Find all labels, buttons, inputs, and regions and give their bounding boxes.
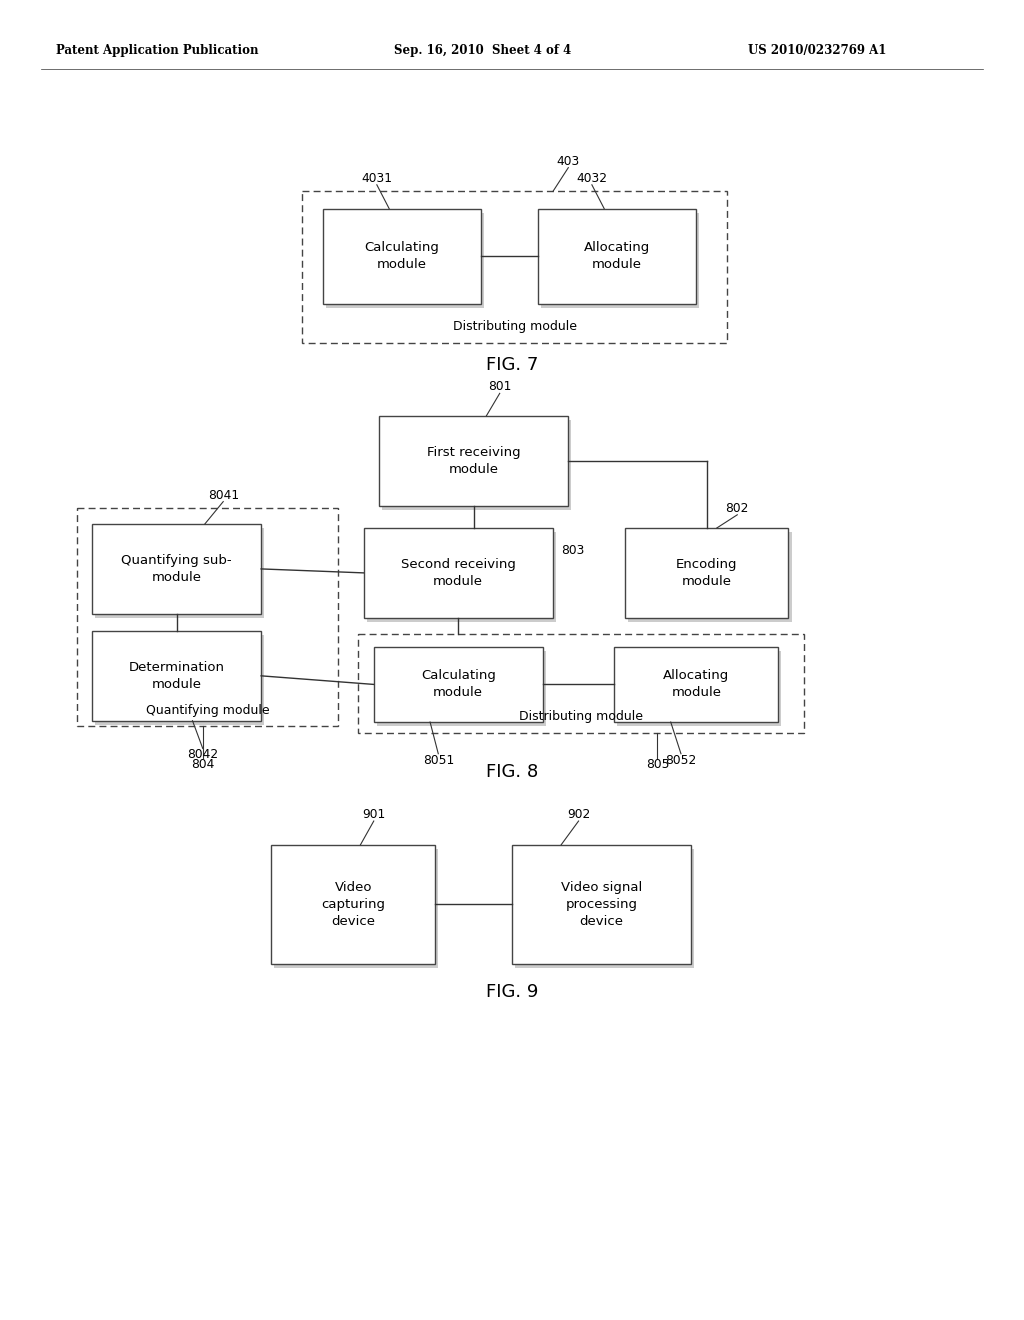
Bar bbox=[377, 651, 546, 726]
Text: Allocating
module: Allocating module bbox=[584, 242, 650, 271]
Text: Distributing module: Distributing module bbox=[453, 319, 577, 333]
Text: 8051: 8051 bbox=[423, 754, 454, 767]
Bar bbox=[614, 647, 778, 722]
Text: 403: 403 bbox=[557, 154, 580, 168]
Bar bbox=[374, 647, 543, 722]
Bar bbox=[538, 209, 696, 304]
Text: Calculating
module: Calculating module bbox=[421, 669, 496, 700]
Bar bbox=[367, 532, 556, 622]
Text: Calculating
module: Calculating module bbox=[365, 242, 439, 271]
Bar bbox=[541, 213, 699, 308]
Text: US 2010/0232769 A1: US 2010/0232769 A1 bbox=[748, 44, 886, 57]
Bar bbox=[512, 845, 691, 964]
Bar bbox=[364, 528, 553, 618]
Bar bbox=[628, 532, 792, 622]
Bar bbox=[617, 651, 781, 726]
Bar bbox=[358, 634, 804, 733]
Text: Second receiving
module: Second receiving module bbox=[400, 558, 516, 587]
Text: Video signal
processing
device: Video signal processing device bbox=[561, 880, 642, 928]
Bar bbox=[625, 528, 788, 618]
Bar bbox=[95, 635, 264, 725]
Bar bbox=[302, 191, 727, 343]
Text: Determination
module: Determination module bbox=[129, 661, 224, 690]
Text: 801: 801 bbox=[488, 380, 511, 393]
Text: 8042: 8042 bbox=[187, 748, 218, 762]
Text: Allocating
module: Allocating module bbox=[664, 669, 729, 700]
Text: 902: 902 bbox=[567, 808, 590, 821]
Bar bbox=[379, 416, 568, 506]
Text: 802: 802 bbox=[726, 502, 749, 515]
Text: FIG. 9: FIG. 9 bbox=[485, 983, 539, 1002]
Bar bbox=[92, 524, 261, 614]
Bar bbox=[515, 849, 694, 968]
Bar bbox=[77, 508, 338, 726]
Text: Quantifying sub-
module: Quantifying sub- module bbox=[121, 554, 232, 583]
Text: Encoding
module: Encoding module bbox=[676, 558, 737, 587]
Text: Patent Application Publication: Patent Application Publication bbox=[56, 44, 259, 57]
Bar bbox=[271, 845, 435, 964]
Text: FIG. 8: FIG. 8 bbox=[485, 763, 539, 781]
Text: 804: 804 bbox=[191, 758, 214, 771]
Text: 8052: 8052 bbox=[666, 754, 696, 767]
Text: FIG. 7: FIG. 7 bbox=[485, 356, 539, 375]
Text: Distributing module: Distributing module bbox=[519, 710, 643, 723]
Text: 805: 805 bbox=[646, 758, 669, 771]
Text: Quantifying module: Quantifying module bbox=[145, 704, 269, 717]
Text: 901: 901 bbox=[362, 808, 385, 821]
Bar bbox=[326, 213, 484, 308]
Text: 4031: 4031 bbox=[361, 172, 392, 185]
Bar bbox=[274, 849, 438, 968]
Text: 803: 803 bbox=[561, 544, 585, 557]
Text: Video
capturing
device: Video capturing device bbox=[322, 880, 385, 928]
Bar bbox=[92, 631, 261, 721]
Bar bbox=[95, 528, 264, 618]
Text: Sep. 16, 2010  Sheet 4 of 4: Sep. 16, 2010 Sheet 4 of 4 bbox=[394, 44, 571, 57]
Text: 8041: 8041 bbox=[208, 488, 239, 502]
Bar bbox=[382, 420, 571, 510]
Bar bbox=[323, 209, 481, 304]
Text: 4032: 4032 bbox=[577, 172, 607, 185]
Text: First receiving
module: First receiving module bbox=[427, 446, 520, 475]
